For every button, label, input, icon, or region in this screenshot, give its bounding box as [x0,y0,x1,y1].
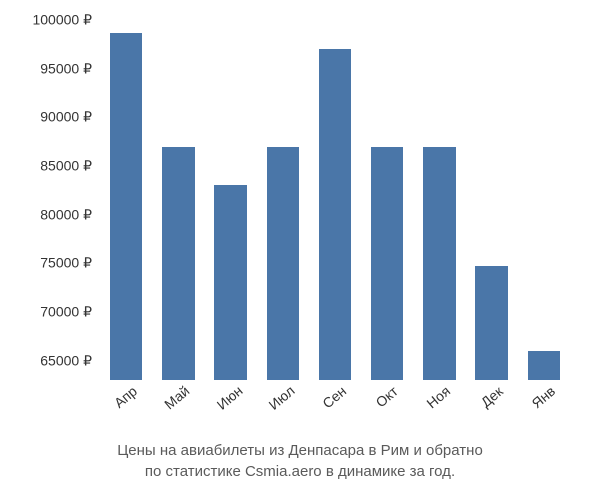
y-axis: 65000 ₽ 70000 ₽ 75000 ₽ 80000 ₽ 85000 ₽ 90000… [0,20,100,380]
x-tick-label: Сен [319,383,349,412]
x-tick-label: Дек [477,383,505,410]
x-tick-label: Май [162,382,193,412]
bar [319,49,351,380]
x-axis: Апр Май Июн Июл Сен Окт Ноя Дек Янв [100,380,570,440]
bar [110,33,142,380]
x-tick-label: Апр [111,383,140,411]
bar [528,351,560,380]
bar [371,147,403,381]
y-tick-label: 100000 ₽ [32,12,92,29]
y-tick-label: 75000 ₽ [40,255,92,272]
x-tick-label: Янв [528,383,558,412]
x-tick-label: Июл [265,382,297,413]
bar [162,147,194,381]
bar [214,185,246,380]
caption-line-2: по статистике Csmia.aero в динамике за г… [0,461,600,482]
x-tick-label: Окт [373,383,401,410]
price-bar-chart: 65000 ₽ 70000 ₽ 75000 ₽ 80000 ₽ 85000 ₽ 90000… [0,0,600,500]
x-tick-label: Июн [213,382,245,412]
x-tick-label: Ноя [424,383,454,412]
y-tick-label: 90000 ₽ [40,109,92,126]
plot-area [100,20,570,380]
y-tick-label: 95000 ₽ [40,60,92,77]
bar [267,147,299,381]
y-tick-label: 85000 ₽ [40,157,92,174]
y-tick-label: 80000 ₽ [40,206,92,223]
caption-line-1: Цены на авиабилеты из Денпасара в Рим и … [0,440,600,461]
y-tick-label: 65000 ₽ [40,352,92,369]
bar [423,147,455,381]
y-tick-label: 70000 ₽ [40,303,92,320]
chart-caption: Цены на авиабилеты из Денпасара в Рим и … [0,440,600,482]
bar [475,266,507,380]
